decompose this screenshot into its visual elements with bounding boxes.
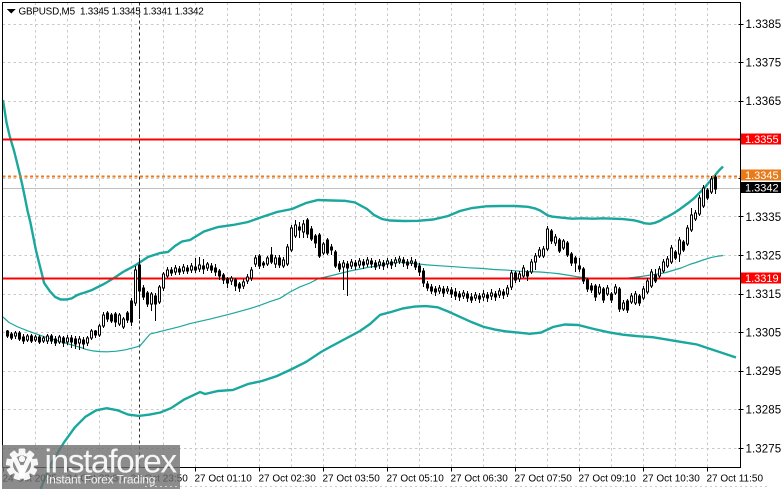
svg-text:1.3335: 1.3335 bbox=[746, 212, 781, 224]
svg-text:27 Oct 01:10: 27 Oct 01:10 bbox=[195, 474, 253, 485]
svg-text:27 Oct 11:50: 27 Oct 11:50 bbox=[707, 474, 764, 485]
svg-text:1.3319: 1.3319 bbox=[745, 273, 779, 285]
svg-text:27 Oct 09:10: 27 Oct 09:10 bbox=[579, 474, 637, 485]
svg-text:1.3305: 1.3305 bbox=[746, 328, 781, 340]
svg-text:1.3375: 1.3375 bbox=[746, 57, 781, 69]
svg-text:Instant Forex Trading: Instant Forex Trading bbox=[46, 473, 155, 487]
svg-text:1.3325: 1.3325 bbox=[746, 250, 781, 262]
svg-text:1.3295: 1.3295 bbox=[746, 366, 781, 378]
svg-text:27 Oct 05:10: 27 Oct 05:10 bbox=[387, 474, 445, 485]
svg-text:1.3365: 1.3365 bbox=[746, 96, 781, 108]
svg-text:1.3275: 1.3275 bbox=[746, 443, 781, 455]
svg-text:27 Oct 07:50: 27 Oct 07:50 bbox=[515, 474, 573, 485]
svg-text:1.3342: 1.3342 bbox=[745, 182, 779, 194]
svg-text:27 Oct 10:30: 27 Oct 10:30 bbox=[643, 474, 701, 485]
svg-text:27 Oct 03:50: 27 Oct 03:50 bbox=[323, 474, 381, 485]
svg-text:1.3345: 1.3345 bbox=[745, 170, 779, 182]
svg-text:1.3285: 1.3285 bbox=[746, 405, 781, 417]
svg-text:27 Oct 06:30: 27 Oct 06:30 bbox=[451, 474, 509, 485]
svg-text:1.3315: 1.3315 bbox=[746, 289, 781, 301]
svg-text:GBPUSD,M5 1.3345 1.3345 1.334: GBPUSD,M5 1.3345 1.3345 1.3341 1.3342 bbox=[19, 7, 204, 18]
svg-text:1.3355: 1.3355 bbox=[745, 134, 779, 146]
svg-text:1.3385: 1.3385 bbox=[746, 19, 781, 31]
svg-text:27 Oct 02:30: 27 Oct 02:30 bbox=[259, 474, 317, 485]
